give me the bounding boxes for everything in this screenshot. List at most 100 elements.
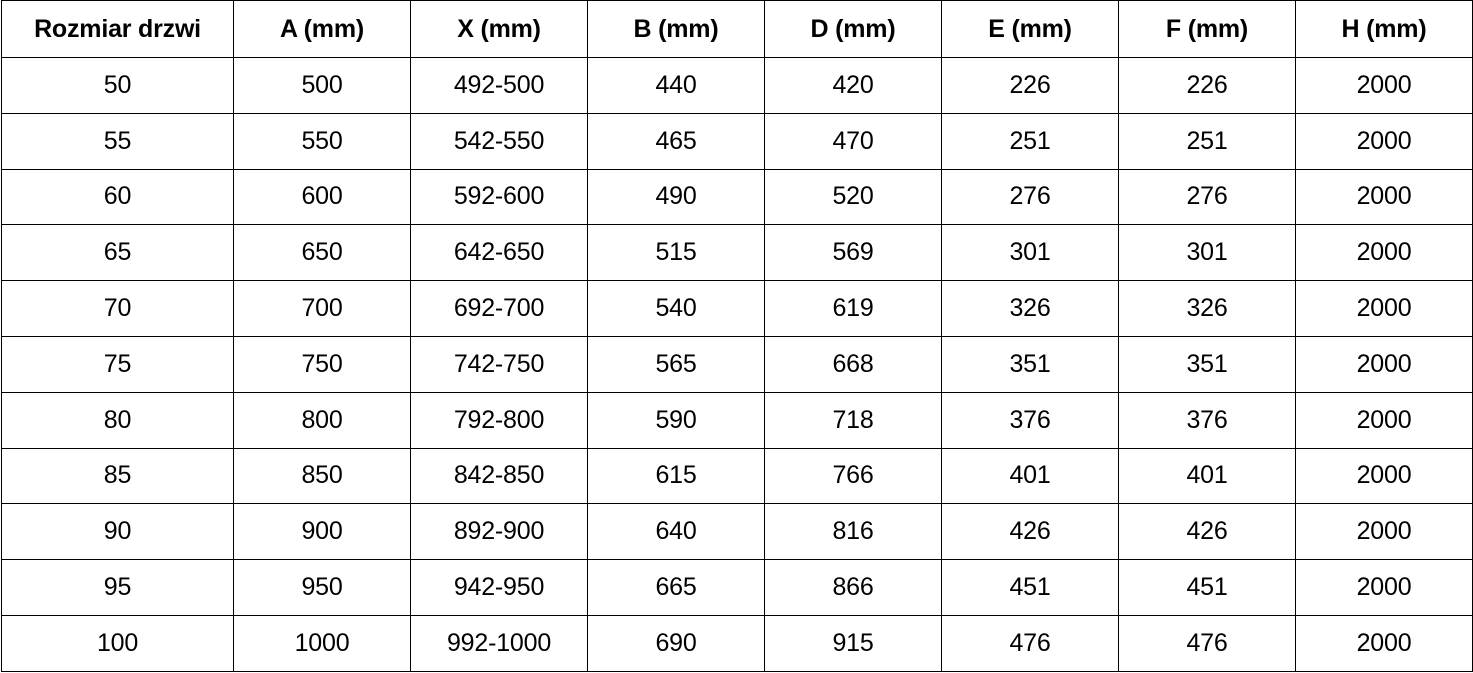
table-row: 50 500 492-500 440 420 226 226 2000 (1, 57, 1473, 114)
cell-d: 420 (764, 57, 942, 114)
cell-a: 1000 (233, 614, 411, 672)
cell-x: 492-500 (410, 57, 588, 114)
cell-h: 2000 (1295, 168, 1473, 226)
cell-f: 251 (1118, 112, 1296, 170)
cell-h: 2000 (1295, 335, 1473, 393)
column-header-b: B (mm) (587, 0, 765, 58)
table-row: 90 900 892-900 640 816 426 426 2000 (1, 503, 1473, 561)
cell-b: 565 (587, 335, 765, 393)
cell-f: 226 (1118, 57, 1296, 114)
cell-e: 301 (941, 224, 1119, 282)
column-header-e: E (mm) (941, 0, 1119, 58)
cell-d: 866 (764, 559, 942, 616)
table-header: Rozmiar drzwi A (mm) X (mm) B (mm) D (mm… (1, 0, 1473, 58)
cell-e: 326 (941, 280, 1119, 337)
cell-a: 650 (233, 224, 411, 282)
cell-a: 750 (233, 335, 411, 393)
cell-d: 470 (764, 112, 942, 170)
table-row: 55 550 542-550 465 470 251 251 2000 (1, 112, 1473, 170)
cell-f: 326 (1118, 280, 1296, 337)
cell-x: 792-800 (410, 391, 588, 449)
cell-h: 2000 (1295, 112, 1473, 170)
cell-x: 942-950 (410, 559, 588, 616)
cell-e: 451 (941, 559, 1119, 616)
table-row: 100 1000 992-1000 690 915 476 476 2000 (1, 614, 1473, 672)
table-row: 60 600 592-600 490 520 276 276 2000 (1, 168, 1473, 226)
cell-e: 276 (941, 168, 1119, 226)
cell-d: 766 (764, 447, 942, 505)
cell-b: 640 (587, 503, 765, 561)
cell-e: 376 (941, 391, 1119, 449)
cell-x: 542-550 (410, 112, 588, 170)
cell-h: 2000 (1295, 614, 1473, 672)
cell-door-size: 60 (1, 168, 234, 226)
cell-e: 426 (941, 503, 1119, 561)
column-header-x: X (mm) (410, 0, 588, 58)
column-header-h: H (mm) (1295, 0, 1473, 58)
cell-a: 800 (233, 391, 411, 449)
cell-h: 2000 (1295, 280, 1473, 337)
cell-h: 2000 (1295, 559, 1473, 616)
cell-h: 2000 (1295, 391, 1473, 449)
cell-b: 665 (587, 559, 765, 616)
cell-x: 642-650 (410, 224, 588, 282)
cell-e: 401 (941, 447, 1119, 505)
cell-f: 451 (1118, 559, 1296, 616)
cell-a: 850 (233, 447, 411, 505)
cell-door-size: 50 (1, 57, 234, 114)
table-row: 65 650 642-650 515 569 301 301 2000 (1, 224, 1473, 282)
cell-b: 515 (587, 224, 765, 282)
cell-b: 690 (587, 614, 765, 672)
cell-door-size: 85 (1, 447, 234, 505)
cell-f: 476 (1118, 614, 1296, 672)
cell-x: 842-850 (410, 447, 588, 505)
column-header-d: D (mm) (764, 0, 942, 58)
cell-f: 401 (1118, 447, 1296, 505)
column-header-door-size: Rozmiar drzwi (1, 0, 234, 58)
cell-b: 540 (587, 280, 765, 337)
table-header-row: Rozmiar drzwi A (mm) X (mm) B (mm) D (mm… (1, 0, 1473, 58)
cell-f: 351 (1118, 335, 1296, 393)
cell-door-size: 80 (1, 391, 234, 449)
table-row: 95 950 942-950 665 866 451 451 2000 (1, 559, 1473, 616)
cell-h: 2000 (1295, 447, 1473, 505)
table-row: 80 800 792-800 590 718 376 376 2000 (1, 391, 1473, 449)
cell-door-size: 55 (1, 112, 234, 170)
cell-door-size: 70 (1, 280, 234, 337)
cell-x: 892-900 (410, 503, 588, 561)
cell-d: 668 (764, 335, 942, 393)
cell-a: 900 (233, 503, 411, 561)
cell-d: 619 (764, 280, 942, 337)
cell-d: 520 (764, 168, 942, 226)
cell-e: 476 (941, 614, 1119, 672)
cell-a: 500 (233, 57, 411, 114)
table-body: 50 500 492-500 440 420 226 226 2000 55 5… (1, 57, 1473, 672)
cell-a: 950 (233, 559, 411, 616)
cell-f: 376 (1118, 391, 1296, 449)
cell-door-size: 100 (1, 614, 234, 672)
cell-door-size: 95 (1, 559, 234, 616)
cell-e: 226 (941, 57, 1119, 114)
cell-door-size: 75 (1, 335, 234, 393)
column-header-a: A (mm) (233, 0, 411, 58)
cell-door-size: 65 (1, 224, 234, 282)
cell-x: 992-1000 (410, 614, 588, 672)
cell-x: 692-700 (410, 280, 588, 337)
cell-d: 718 (764, 391, 942, 449)
cell-b: 590 (587, 391, 765, 449)
cell-b: 440 (587, 57, 765, 114)
cell-b: 615 (587, 447, 765, 505)
cell-door-size: 90 (1, 503, 234, 561)
cell-a: 600 (233, 168, 411, 226)
cell-f: 426 (1118, 503, 1296, 561)
cell-d: 816 (764, 503, 942, 561)
cell-x: 742-750 (410, 335, 588, 393)
cell-a: 700 (233, 280, 411, 337)
cell-e: 251 (941, 112, 1119, 170)
cell-d: 569 (764, 224, 942, 282)
cell-h: 2000 (1295, 224, 1473, 282)
cell-h: 2000 (1295, 503, 1473, 561)
cell-x: 592-600 (410, 168, 588, 226)
